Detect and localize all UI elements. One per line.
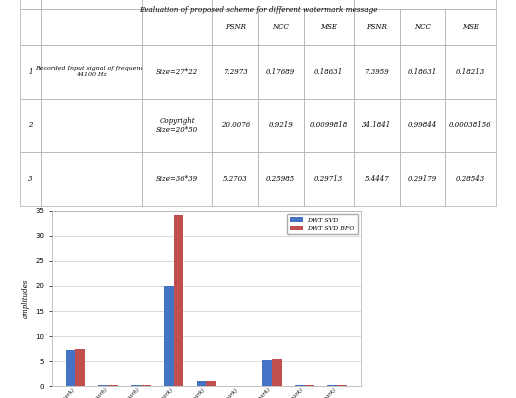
Bar xyxy=(295,385,304,386)
Bar xyxy=(99,385,108,386)
Bar xyxy=(197,381,206,386)
Bar xyxy=(108,385,118,386)
Y-axis label: amplitudes: amplitudes xyxy=(21,279,29,318)
Bar xyxy=(304,384,314,386)
Bar xyxy=(262,360,272,386)
Bar xyxy=(75,349,85,386)
Bar xyxy=(174,215,184,386)
Bar xyxy=(141,385,151,386)
Bar xyxy=(337,384,347,386)
Legend: DWT SVD, DWT SVD BFO: DWT SVD, DWT SVD BFO xyxy=(287,214,358,234)
Bar xyxy=(272,359,282,386)
Bar xyxy=(164,286,174,386)
Bar xyxy=(328,384,337,386)
Bar xyxy=(131,385,141,386)
Text: Evaluation of proposed scheme for different watermark message: Evaluation of proposed scheme for differ… xyxy=(139,6,377,14)
Bar xyxy=(66,349,75,386)
Bar xyxy=(206,381,216,386)
